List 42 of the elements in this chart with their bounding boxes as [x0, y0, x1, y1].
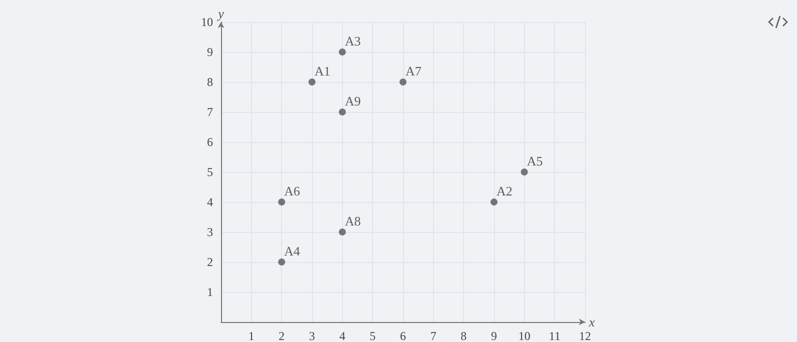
x-tick-label: 3: [309, 329, 315, 342]
x-tick-label: 4: [339, 329, 346, 342]
y-tick-label: 5: [207, 165, 213, 179]
point: [278, 198, 286, 206]
data-label: A8: [344, 214, 361, 228]
point: [338, 108, 346, 116]
x-tick-label: 10: [518, 329, 530, 342]
y-tick-label: 4: [207, 195, 213, 209]
point: [278, 258, 286, 266]
y-tick-label: 6: [207, 135, 213, 149]
point: [490, 198, 498, 206]
y-axis-title: y: [216, 6, 224, 21]
data-label: A6: [284, 184, 301, 198]
x-tick-label: 1: [248, 329, 254, 342]
x-tick-label: 12: [579, 329, 591, 342]
data-label: A2: [496, 184, 512, 198]
data-label: A5: [526, 154, 543, 168]
data-label: A1: [314, 64, 330, 78]
x-tick-label: 5: [370, 329, 376, 342]
y-tick-label: 10: [201, 15, 213, 29]
data-label: A7: [406, 64, 422, 78]
point: [520, 168, 528, 176]
point: [338, 228, 346, 236]
x-tick-label: 9: [491, 329, 497, 342]
y-tick-label: 1: [207, 285, 213, 299]
point: [400, 78, 406, 86]
x-tick-label: 7: [430, 329, 436, 342]
data-label: A9: [344, 94, 361, 108]
point: [338, 48, 346, 56]
x-tick-label: 2: [278, 329, 285, 342]
data-label: A4: [284, 244, 301, 258]
y-tick-label: 7: [207, 105, 213, 119]
point: [308, 78, 316, 86]
x-tick-label: 8: [460, 329, 467, 342]
y-tick-label: 8: [207, 75, 213, 89]
data-label: A3: [344, 34, 361, 48]
x-axis-title: x: [588, 314, 595, 330]
y-tick-label: 9: [207, 45, 213, 59]
x-tick-label: 11: [548, 329, 560, 342]
x-tick-label: 6: [400, 329, 406, 342]
y-tick-label: 3: [207, 225, 213, 239]
y-tick-label: 2: [207, 255, 213, 269]
